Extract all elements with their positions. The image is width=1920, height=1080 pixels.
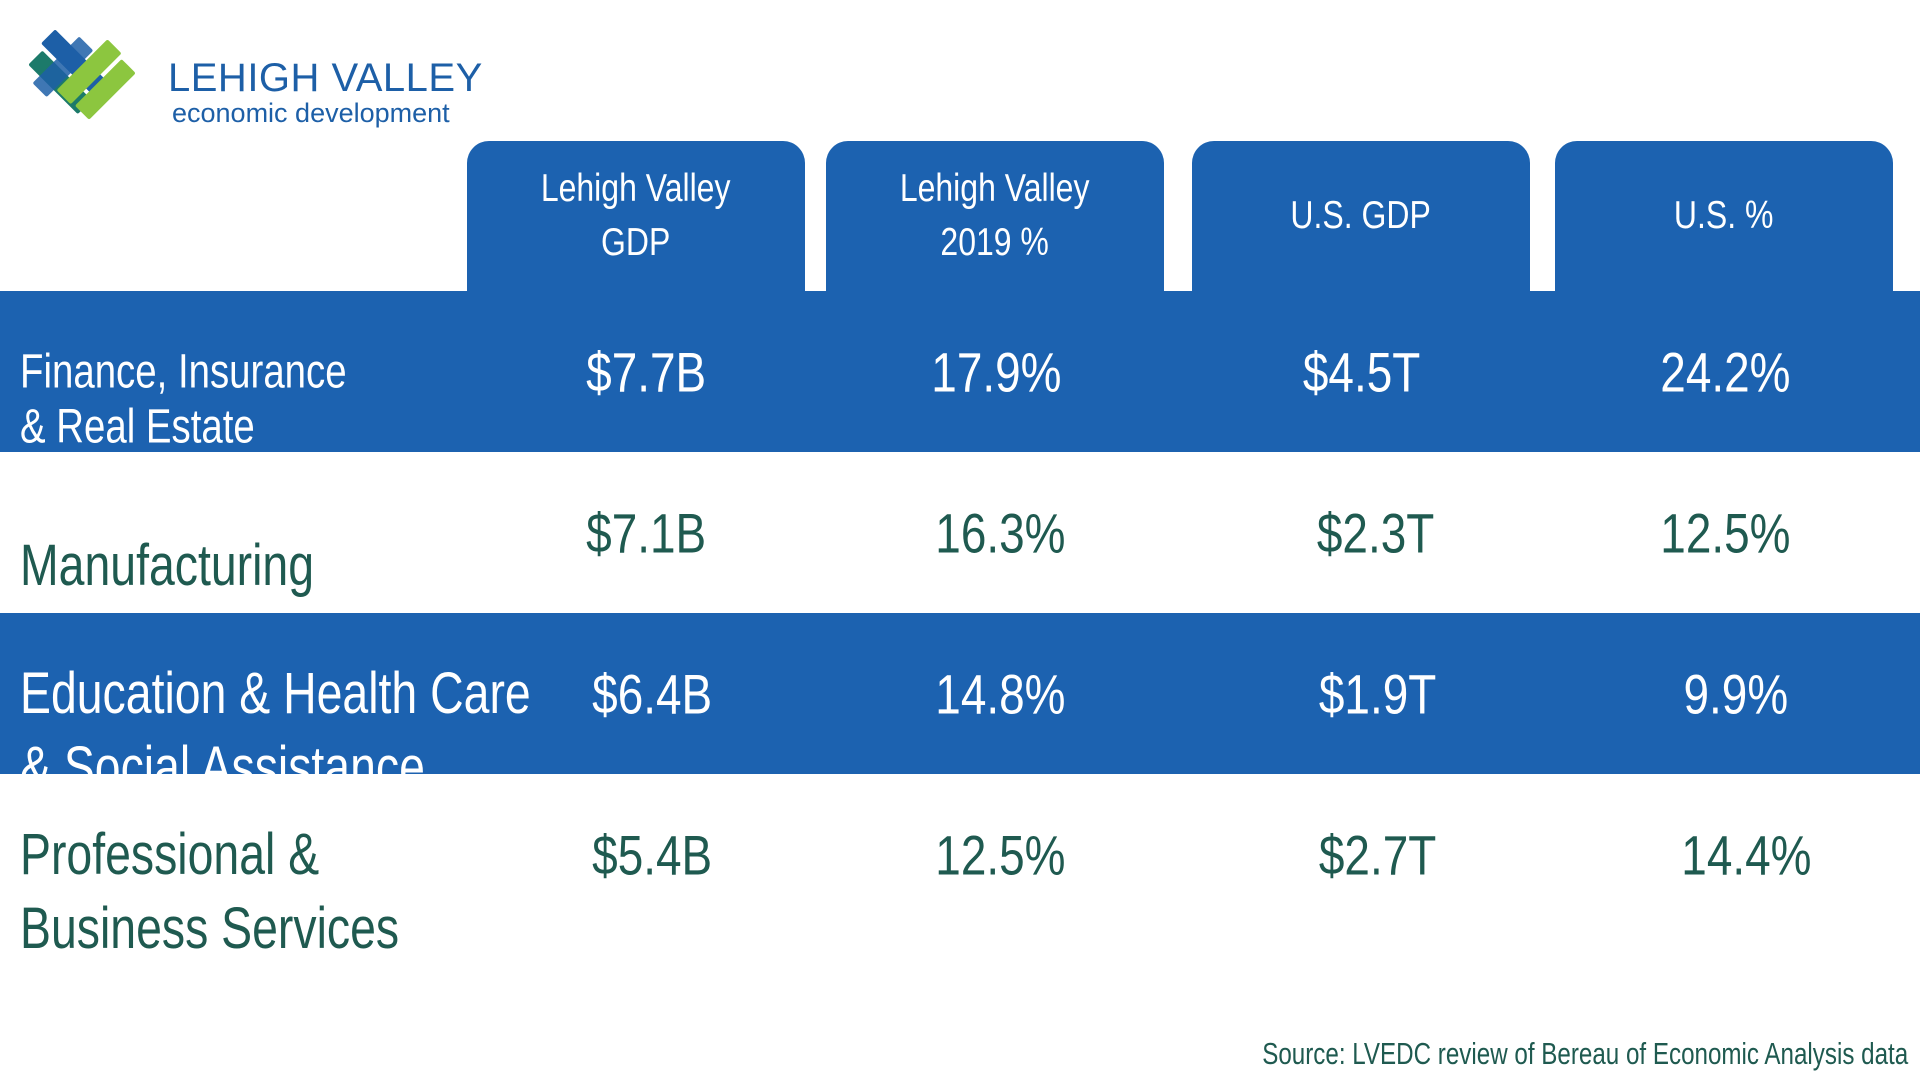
column-header-label: Lehigh Valley 2019 %: [900, 167, 1090, 264]
table-cell: 16.3%: [934, 501, 1066, 564]
column-header-lv-gdp: Lehigh Valley GDP: [467, 141, 805, 291]
column-header-us-pct: U.S. %: [1555, 141, 1893, 291]
table-cell: 12.5%: [1659, 501, 1791, 564]
table-cell: 17.9%: [930, 340, 1062, 403]
lvedc-logo-mark-icon: [29, 30, 135, 120]
table-cell: $7.1B: [585, 501, 707, 564]
column-header-lv-pct: Lehigh Valley 2019 %: [826, 141, 1164, 291]
row-label: Manufacturing: [20, 532, 315, 598]
table-cell: 14.4%: [1680, 823, 1812, 886]
table-cell: 24.2%: [1659, 340, 1791, 403]
column-header-label: U.S. %: [1674, 194, 1774, 237]
table-cell: $4.5T: [1303, 340, 1421, 403]
table-row: Manufacturing $7.1B 16.3% $2.3T 12.5%: [0, 452, 1920, 613]
table-cell: $1.9T: [1319, 662, 1437, 725]
lvedc-logo: LEHIGH VALLEY economic development: [14, 20, 484, 130]
table-cell: $5.4B: [591, 823, 713, 886]
table-cell: $6.4B: [591, 662, 713, 725]
table-cell: 9.9%: [1683, 662, 1789, 725]
table-cell: $7.7B: [585, 340, 707, 403]
table-cell: 14.8%: [934, 662, 1066, 725]
column-header-label: U.S. GDP: [1290, 194, 1432, 237]
logo-subtitle: economic development: [172, 98, 450, 128]
table-row: Professional & Business Services $5.4B 1…: [0, 774, 1920, 961]
table-cell: $2.3T: [1317, 501, 1435, 564]
table-cell: 12.5%: [934, 823, 1066, 886]
row-label: Professional & Business Services: [20, 821, 400, 961]
column-header-us-gdp: U.S. GDP: [1192, 141, 1530, 291]
row-label: Finance, Insurance & Real Estate: [20, 345, 347, 453]
logo-title: LEHIGH VALLEY: [168, 56, 483, 100]
table-cell: $2.7T: [1319, 823, 1437, 886]
column-header-label: Lehigh Valley GDP: [541, 167, 731, 264]
table-row: Finance, Insurance & Real Estate $7.7B 1…: [0, 291, 1920, 453]
source-note: Source: LVEDC review of Bereau of Econom…: [1261, 1036, 1908, 1071]
